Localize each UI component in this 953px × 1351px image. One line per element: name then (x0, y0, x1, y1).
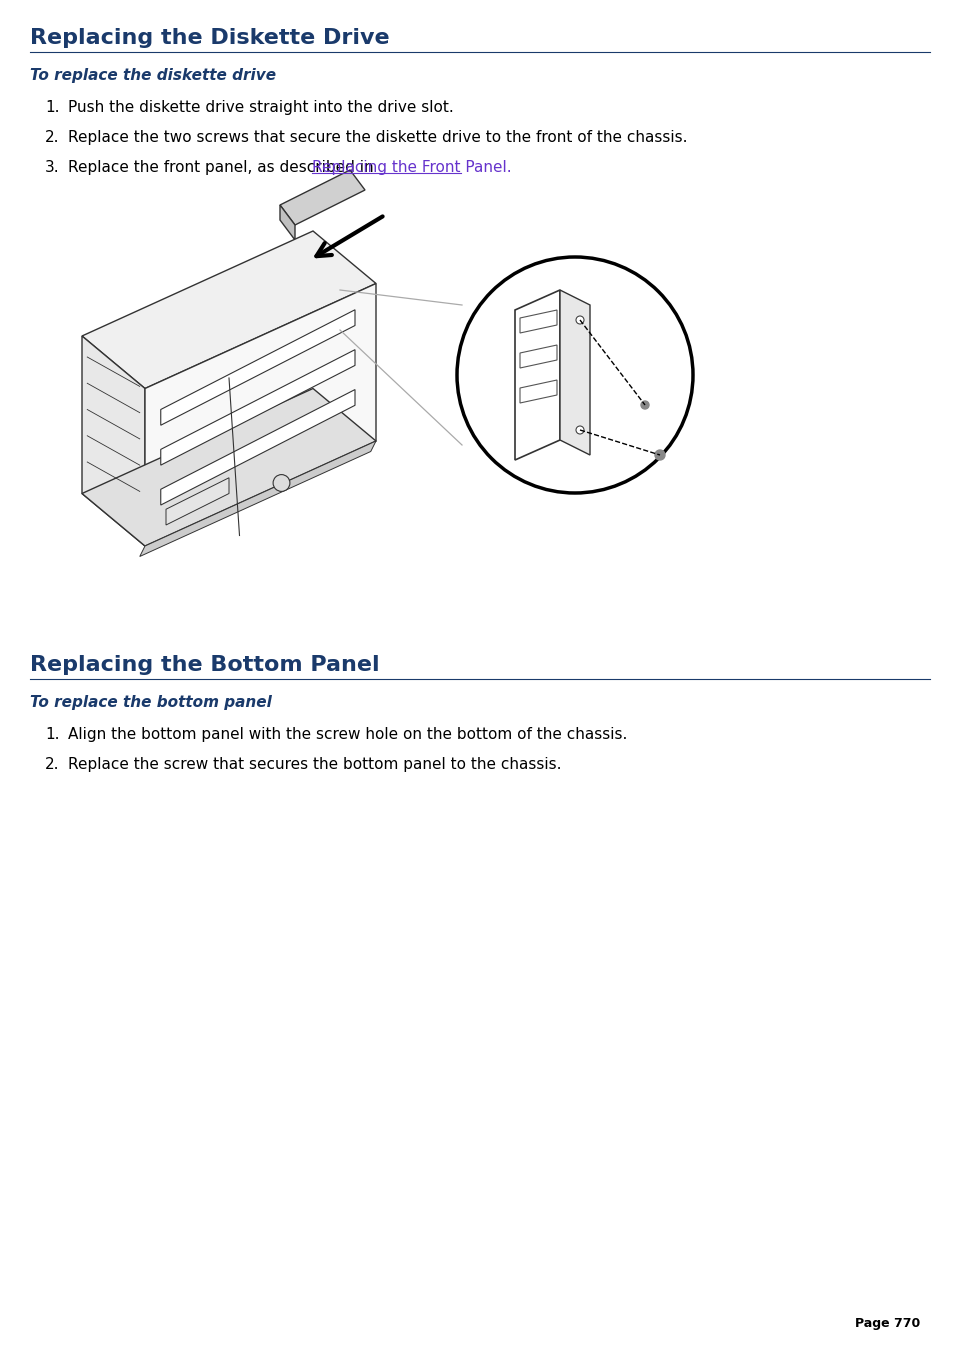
Text: To replace the bottom panel: To replace the bottom panel (30, 694, 272, 711)
Text: 1.: 1. (45, 100, 59, 115)
Text: Replace the screw that secures the bottom panel to the chassis.: Replace the screw that secures the botto… (68, 757, 561, 771)
Polygon shape (280, 205, 294, 240)
Text: Replacing the Diskette Drive: Replacing the Diskette Drive (30, 28, 389, 49)
Polygon shape (82, 389, 375, 546)
Polygon shape (559, 290, 589, 455)
Text: To replace the diskette drive: To replace the diskette drive (30, 68, 275, 82)
Text: Align the bottom panel with the screw hole on the bottom of the chassis.: Align the bottom panel with the screw ho… (68, 727, 627, 742)
Polygon shape (166, 478, 229, 526)
Text: Page 770: Page 770 (854, 1317, 919, 1329)
Circle shape (640, 401, 648, 409)
Polygon shape (145, 284, 375, 546)
Polygon shape (82, 231, 375, 389)
Circle shape (273, 474, 290, 492)
Text: Replace the two screws that secure the diskette drive to the front of the chassi: Replace the two screws that secure the d… (68, 130, 687, 145)
Text: Replacing the Bottom Panel: Replacing the Bottom Panel (30, 655, 379, 676)
Polygon shape (139, 440, 375, 557)
Text: 2.: 2. (45, 130, 59, 145)
Text: Push the diskette drive straight into the drive slot.: Push the diskette drive straight into th… (68, 100, 454, 115)
Polygon shape (161, 309, 355, 426)
Text: 2.: 2. (45, 757, 59, 771)
Polygon shape (161, 389, 355, 505)
Text: Replacing the Front Panel.: Replacing the Front Panel. (312, 159, 511, 176)
Polygon shape (280, 170, 365, 226)
Circle shape (655, 450, 664, 459)
Polygon shape (82, 336, 145, 546)
Text: Replace the front panel, as described in: Replace the front panel, as described in (68, 159, 378, 176)
Polygon shape (515, 290, 559, 459)
Polygon shape (161, 350, 355, 465)
Text: 1.: 1. (45, 727, 59, 742)
Circle shape (576, 316, 583, 324)
Text: 3.: 3. (45, 159, 60, 176)
Circle shape (576, 426, 583, 434)
